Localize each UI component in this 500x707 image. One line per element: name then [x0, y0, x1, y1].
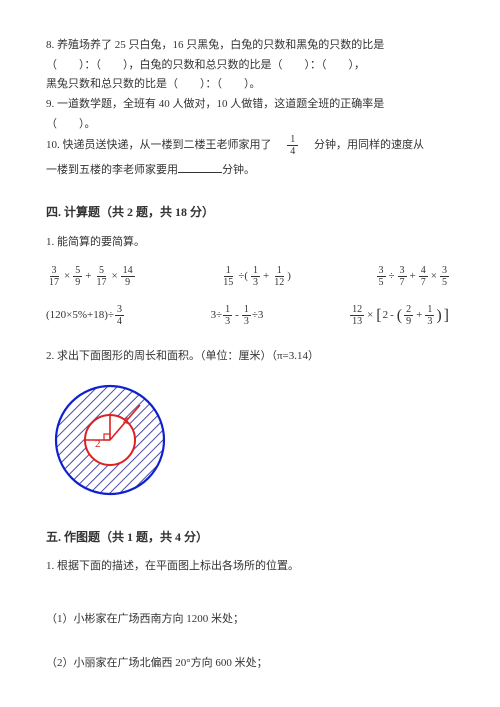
- d: 7: [398, 277, 407, 288]
- math-row-1: 317 × 59 + 517 × 149 115 ÷( 13 + 112 ) 3…: [46, 265, 454, 288]
- circle-svg: 2 4: [52, 382, 168, 498]
- q10-frac-d: 4: [287, 146, 298, 157]
- n: 3: [398, 265, 407, 277]
- d: 17: [47, 277, 61, 288]
- pre: (120×5%+18)÷: [46, 306, 114, 325]
- d: 3: [242, 316, 251, 327]
- q9-line2: （ ）。: [46, 115, 454, 134]
- d: 3: [425, 316, 434, 327]
- math-row-2: (120×5%+18)÷ 34 3÷ 13 - 13 ÷3 1213 × [ 2…: [46, 302, 454, 329]
- section4-title: 四. 计算题（共 2 题，共 18 分）: [46, 202, 454, 222]
- q8-line2: （ ）：（ ），白兔的只数和总只数的比是（ ）：（ ），: [46, 56, 454, 75]
- op: -: [390, 306, 394, 325]
- d: 5: [377, 277, 386, 288]
- q10-l2a: 一楼到五楼的李老师家要用: [46, 164, 178, 176]
- rbracket: ]: [444, 302, 449, 329]
- d: 7: [419, 277, 428, 288]
- label-4: 4: [123, 415, 129, 427]
- section5-title: 五. 作图题（共 1 题，共 4 分）: [46, 527, 454, 547]
- op: +: [416, 306, 422, 325]
- sec5-q1: 1. 根据下面的描述，在平面图上标出各场所的位置。: [46, 557, 454, 576]
- q10-line1: 10. 快递员送快递，从一楼到二楼王老师家用了 1 4 分钟，用同样的速度从: [46, 134, 454, 157]
- op: ×: [367, 306, 373, 325]
- q10-l2b: 分钟。: [222, 164, 255, 176]
- op: +: [410, 267, 416, 286]
- lbracket: [: [376, 302, 381, 329]
- sec5-s1: （1）小彬家在广场西南方向 1200 米处；: [46, 610, 454, 629]
- d: 9: [404, 316, 413, 327]
- n: 14: [121, 265, 135, 277]
- n: 1: [275, 265, 284, 277]
- d: 13: [350, 316, 364, 327]
- n: 3: [50, 265, 59, 277]
- d: 5: [440, 277, 449, 288]
- op: ÷(: [238, 267, 248, 286]
- n: 3: [440, 265, 449, 277]
- n: 3: [115, 304, 124, 316]
- q10-frac-n: 1: [287, 134, 298, 146]
- op: +: [263, 267, 269, 286]
- d: 12: [272, 277, 286, 288]
- lparen: (: [397, 302, 402, 329]
- close: ): [287, 267, 291, 286]
- pre: 3÷: [211, 306, 223, 325]
- sec5-s2: （2）小丽家在广场北偏西 20°方向 600 米处；: [46, 654, 454, 673]
- sec4-q1: 1. 能简算的要简算。: [46, 233, 454, 252]
- n: 5: [73, 265, 82, 277]
- expr-a3: 35 ÷ 37 + 47 × 35: [376, 265, 450, 288]
- n: 1: [242, 304, 251, 316]
- expr-b2: 3÷ 13 - 13 ÷3: [211, 302, 264, 329]
- q10-post: 分钟，用同样的速度从: [303, 139, 424, 151]
- op: -: [235, 306, 239, 325]
- q10-pre: 10. 快递员送快递，从一楼到二楼王老师家用了: [46, 139, 283, 151]
- q10-frac: 1 4: [287, 134, 298, 157]
- d: 9: [73, 277, 82, 288]
- post: ÷3: [252, 306, 264, 325]
- n: 2: [404, 304, 413, 316]
- q8-line1: 8. 养殖场养了 25 只白兔，16 只黑兔，白兔的只数和黑兔的只数的比是: [46, 36, 454, 55]
- n: 12: [350, 304, 364, 316]
- n: 3: [377, 265, 386, 277]
- n: 1: [223, 304, 232, 316]
- n: 4: [419, 265, 428, 277]
- expr-b3: 1213 × [ 2 - ( 29 + 13 ) ]: [349, 302, 450, 329]
- n: 1: [251, 265, 260, 277]
- op: ÷: [389, 267, 395, 286]
- d: 3: [223, 316, 232, 327]
- op: ×: [64, 267, 70, 286]
- label-2: 2: [95, 438, 101, 450]
- sec4-q2: 2. 求出下面图形的周长和面积。（单位：厘米）（π=3.14）: [46, 347, 454, 366]
- op: ×: [111, 267, 117, 286]
- op: +: [85, 267, 91, 286]
- fill-blank: [178, 162, 222, 173]
- op: ×: [431, 267, 437, 286]
- n: 1: [425, 304, 434, 316]
- q9-line1: 9. 一道数学题，全班有 40 人做对，10 人做错，这道题全班的正确率是: [46, 95, 454, 114]
- d: 17: [94, 277, 108, 288]
- circle-figure: 2 4: [52, 382, 454, 505]
- rparen: ): [436, 302, 441, 329]
- expr-a1: 317 × 59 + 517 × 149: [46, 265, 136, 288]
- d: 9: [123, 277, 132, 288]
- d: 15: [221, 277, 235, 288]
- d: 4: [115, 316, 124, 327]
- expr-b1: (120×5%+18)÷ 34: [46, 302, 125, 329]
- d: 3: [251, 277, 260, 288]
- n: 1: [224, 265, 233, 277]
- n: 5: [97, 265, 106, 277]
- expr-a2: 115 ÷( 13 + 112 ): [220, 265, 291, 288]
- q10-line2: 一楼到五楼的李老师家要用 分钟。: [46, 161, 454, 180]
- q8-line3: 黑兔只数和总只数的比是（ ）：（ ）。: [46, 75, 454, 94]
- two: 2: [383, 306, 389, 325]
